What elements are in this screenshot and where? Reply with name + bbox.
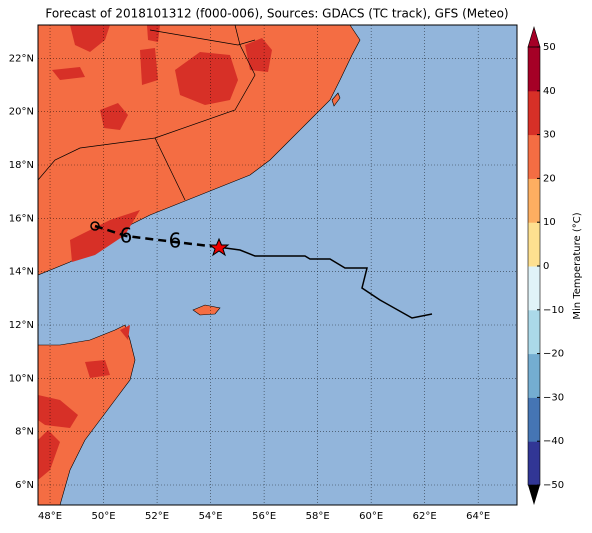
axes-frame bbox=[37, 24, 518, 506]
x-tick-label: 58°E bbox=[306, 511, 330, 522]
africa-land bbox=[37, 324, 136, 506]
storm-track: 6 6 bbox=[90, 221, 433, 319]
colorbar-tick-label: −10 bbox=[543, 305, 564, 316]
colorbar-segment bbox=[528, 134, 540, 179]
colorbar-tick-label: −20 bbox=[543, 349, 564, 360]
colorbar-label: Min Temperature (°C) bbox=[572, 212, 583, 319]
y-tick-label: 8°N bbox=[15, 427, 34, 438]
y-tick-label: 22°N bbox=[9, 53, 34, 64]
x-tick-label: 64°E bbox=[466, 511, 490, 522]
colorbar-segment bbox=[528, 222, 540, 267]
colorbar-tick-label: 30 bbox=[543, 130, 556, 141]
y-tick-label: 16°N bbox=[9, 213, 34, 224]
socotra bbox=[192, 304, 221, 316]
x-tick-label: 48°E bbox=[38, 511, 62, 522]
colorbar-tick-label: 0 bbox=[543, 261, 549, 272]
colorbar-segment bbox=[528, 47, 540, 92]
colorbar-tick-label: 40 bbox=[543, 86, 556, 97]
colorbar-segment bbox=[528, 266, 540, 311]
colorbar-tick-label: 20 bbox=[543, 173, 556, 184]
x-tick-label: 60°E bbox=[359, 511, 383, 522]
colorbar-arrow bbox=[528, 485, 540, 505]
colorbar-tick-label: 10 bbox=[543, 217, 556, 228]
colorbar-segment bbox=[528, 309, 540, 355]
colorbar-tick-label: −40 bbox=[543, 436, 564, 447]
chart-title: Forecast of 2018101312 (f000-006), Sourc… bbox=[45, 7, 508, 21]
colorbar-arrow bbox=[527, 25, 541, 48]
colorbar-tick-label: −30 bbox=[543, 392, 564, 403]
hot-patches bbox=[38, 25, 272, 480]
colorbar-segment bbox=[528, 441, 540, 486]
y-tick-label: 18°N bbox=[9, 160, 34, 171]
colorbar-tick-label: −50 bbox=[543, 480, 564, 491]
colorbar-segment bbox=[528, 397, 540, 442]
map: 6 6 bbox=[37, 24, 518, 506]
colorbar-segment bbox=[528, 178, 540, 223]
x-tick-label: 56°E bbox=[252, 511, 276, 522]
svg-text:6: 6 bbox=[169, 229, 182, 253]
colorbar bbox=[527, 25, 541, 505]
colorbar-segment bbox=[528, 353, 540, 398]
colorbar-segment bbox=[528, 90, 540, 136]
colorbar-tick-label: 50 bbox=[543, 42, 556, 53]
x-tick-label: 54°E bbox=[199, 511, 223, 522]
x-tick-label: 50°E bbox=[92, 511, 116, 522]
y-tick-label: 6°N bbox=[15, 480, 34, 491]
y-tick-label: 20°N bbox=[9, 107, 34, 118]
masirah bbox=[331, 92, 341, 107]
svg-text:6: 6 bbox=[120, 224, 133, 248]
borders bbox=[37, 24, 256, 201]
y-tick-label: 10°N bbox=[9, 373, 34, 384]
y-tick-label: 12°N bbox=[9, 320, 34, 331]
x-tick-label: 62°E bbox=[413, 511, 437, 522]
y-tick-label: 14°N bbox=[9, 267, 34, 278]
x-tick-label: 52°E bbox=[145, 511, 169, 522]
grid bbox=[38, 25, 517, 505]
